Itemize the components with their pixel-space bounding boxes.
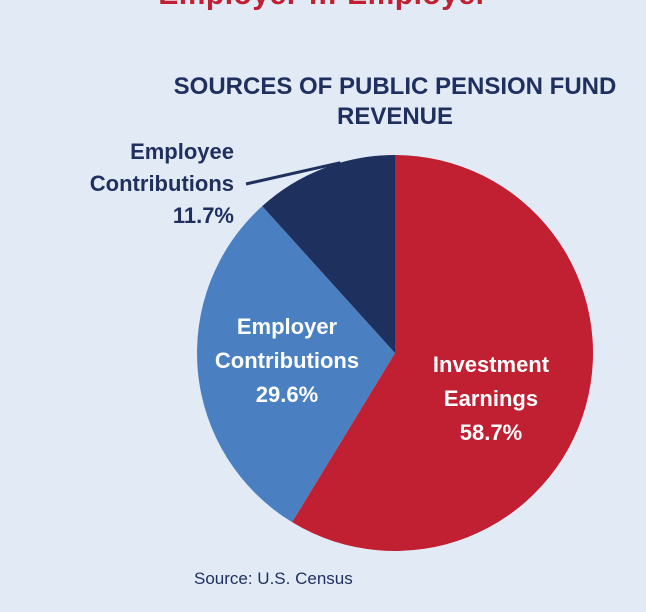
source-note: Source: U.S. Census <box>194 569 353 588</box>
pie-labels: Investment Earnings 58.7% Employer Contribut… <box>90 139 550 445</box>
slice-label-employer-contributions: Employer Contributions 29.6% <box>215 314 359 407</box>
pie-slice-employer-contributions <box>197 206 395 523</box>
chart-title: SOURCES OF PUBLIC PENSION FUND REVENUE <box>173 73 617 130</box>
pie-slices <box>197 155 593 551</box>
slice-label-investment-earnings: Investment Earnings 58.7% <box>433 352 550 445</box>
pie-slice-investment-earnings <box>292 155 593 551</box>
top-banner-title: Employer … Employer <box>0 0 646 12</box>
employee-leader-line <box>245 161 341 186</box>
pie-slice-employee-contributions <box>262 155 395 353</box>
slice-label-employee-contributions: Employee Contributions 11.7% <box>90 139 234 228</box>
